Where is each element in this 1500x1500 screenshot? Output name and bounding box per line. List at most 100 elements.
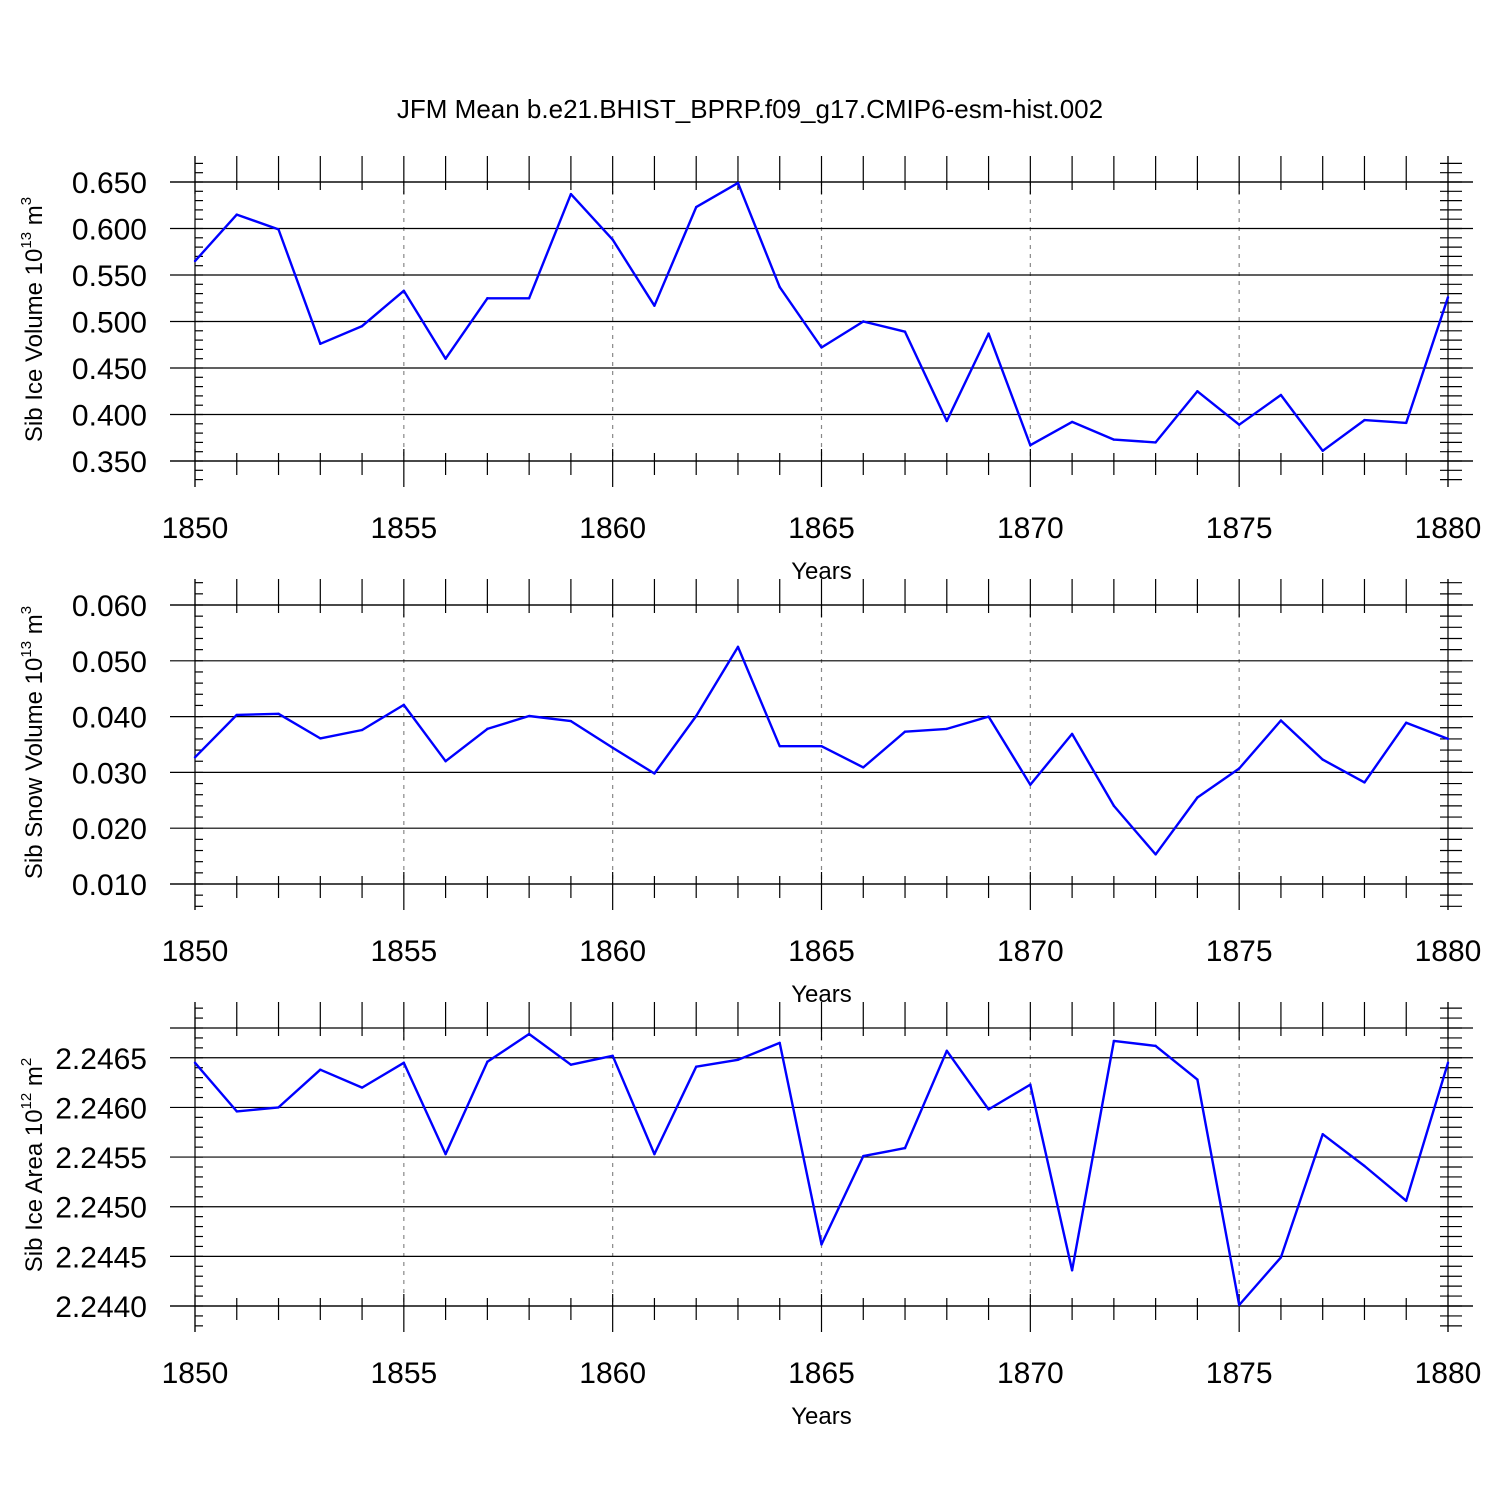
data-point — [695, 1065, 698, 1068]
data-point — [611, 238, 614, 241]
x-tick-label: 1850 — [162, 512, 229, 545]
y-tick-label: 0.500 — [72, 307, 147, 340]
x-tick-label: 1875 — [1206, 1357, 1273, 1390]
data-point — [569, 192, 573, 196]
chart-panel-3: 2.2440 2.2445 2.2450 2.2455 2.2460 2.2465 1850… — [18, 1002, 1481, 1430]
y-tick-label: 0.030 — [72, 757, 147, 790]
data-point — [569, 1063, 573, 1066]
data-point — [319, 1068, 322, 1071]
data-point — [360, 1086, 364, 1089]
data-point — [1154, 853, 1157, 856]
data-point — [1446, 1061, 1450, 1064]
y-axis-label: Sib Ice Volume 1013 m3 — [18, 197, 48, 442]
data-point — [402, 289, 406, 293]
data-point — [444, 357, 447, 360]
data-point — [778, 285, 781, 289]
x-tick-label: 1870 — [997, 1357, 1064, 1390]
data-point — [1196, 1078, 1199, 1081]
data-point — [527, 297, 531, 300]
y-tick-label: 0.040 — [72, 702, 147, 735]
data-point — [277, 228, 280, 231]
y-tick-label: 0.010 — [72, 869, 147, 902]
x-tick-label: 1875 — [1206, 512, 1273, 545]
y-tick-label: 2.2445 — [55, 1241, 147, 1274]
data-point — [1363, 1164, 1366, 1168]
data-point — [945, 727, 948, 731]
chart-panel-1: 0.350 0.400 0.450 0.500 0.550 0.600 0.650 1850 1… — [18, 156, 1481, 585]
data-point — [1363, 418, 1366, 422]
y-tick-label: 0.060 — [72, 590, 147, 623]
data-point — [653, 772, 656, 775]
data-point — [736, 181, 740, 185]
x-tick-label: 1850 — [162, 935, 229, 968]
data-point — [820, 346, 823, 349]
data-point — [193, 756, 197, 759]
data-point — [1279, 393, 1283, 397]
x-tick-label: 1860 — [579, 1357, 646, 1390]
data-point — [820, 744, 823, 748]
x-tick-label: 1875 — [1206, 935, 1273, 968]
data-point — [1405, 721, 1408, 724]
data-point — [862, 766, 865, 769]
data-point — [862, 1154, 865, 1158]
data-point — [1196, 796, 1199, 799]
data-point — [319, 342, 322, 346]
data-point — [611, 746, 614, 750]
data-point — [653, 1152, 656, 1156]
y-tick-label: 0.550 — [72, 260, 147, 293]
data-point — [235, 1110, 238, 1113]
data-point — [193, 259, 197, 263]
y-tick-label: 0.050 — [72, 646, 147, 679]
y-tick-label: 0.450 — [72, 353, 147, 386]
data-point — [820, 1243, 823, 1246]
data-point — [1405, 421, 1408, 425]
data-point — [1112, 438, 1116, 441]
data-point — [778, 744, 781, 748]
x-tick-label: 1860 — [579, 512, 646, 545]
data-point — [987, 715, 990, 718]
data-point — [653, 304, 656, 307]
data-point — [1237, 767, 1241, 770]
data-point — [1446, 296, 1450, 299]
y-tick-label: 0.650 — [72, 167, 147, 200]
x-tick-label: 1865 — [788, 512, 855, 545]
data-point — [903, 730, 907, 733]
data-point — [1070, 420, 1074, 424]
data-point — [277, 1106, 280, 1109]
data-point — [1321, 449, 1324, 452]
data-point — [193, 1061, 197, 1064]
data-point — [1279, 1256, 1283, 1259]
y-tick-label: 2.2465 — [55, 1043, 147, 1076]
y-tick-label: 2.2440 — [55, 1291, 147, 1324]
x-tick-label: 1860 — [579, 935, 646, 968]
data-point — [1029, 443, 1032, 447]
data-point — [235, 713, 238, 717]
data-point — [1405, 1199, 1408, 1202]
data-point — [360, 728, 364, 732]
x-tick-label: 1855 — [370, 1357, 437, 1390]
data-point — [527, 714, 531, 718]
data-point — [945, 419, 948, 423]
x-tick-label: 1870 — [997, 935, 1064, 968]
chart-panels: 0.350 0.400 0.450 0.500 0.550 0.600 0.650 1850 1… — [18, 156, 1481, 1430]
data-point — [1237, 423, 1241, 426]
data-point — [235, 213, 238, 216]
data-point — [486, 297, 489, 300]
chart-panel-2: 0.010 0.020 0.030 0.040 0.050 0.060 1850 1855 18… — [18, 579, 1481, 1008]
data-point — [695, 205, 698, 209]
data-point — [1029, 783, 1032, 786]
data-point — [444, 760, 447, 763]
data-point — [987, 332, 990, 335]
x-tick-label: 1855 — [370, 512, 437, 545]
data-point — [987, 1108, 990, 1111]
data-point — [1196, 390, 1199, 393]
data-point — [1446, 737, 1450, 741]
data-point — [611, 1054, 614, 1058]
data-point — [277, 712, 280, 716]
x-axis-label: Years — [791, 1403, 852, 1430]
figure-title: JFM Mean b.e21.BHIST_BPRP.f09_g17.CMIP6-… — [397, 94, 1103, 124]
data-point — [862, 320, 865, 323]
x-tick-label: 1855 — [370, 935, 437, 968]
data-point — [486, 1060, 489, 1063]
data-point — [1237, 1303, 1241, 1307]
